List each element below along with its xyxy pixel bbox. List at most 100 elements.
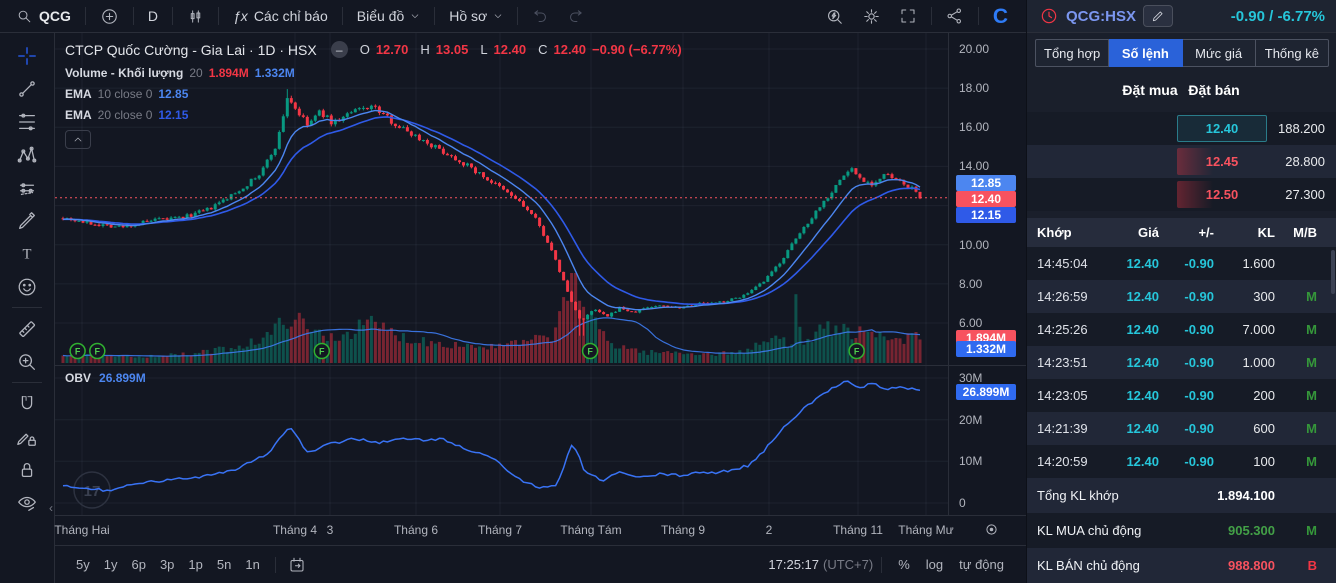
brush-tool-button[interactable] — [8, 204, 46, 237]
range-button-1n[interactable]: 1n — [245, 557, 260, 572]
trades-header-cell: Khớp — [1037, 225, 1072, 240]
tab-muc-gia[interactable]: Mức giá — [1182, 39, 1256, 67]
ask-price-cell[interactable]: 12.40 — [1177, 115, 1267, 142]
parallel-lines-icon — [19, 182, 35, 195]
trade-side: M — [1306, 421, 1317, 436]
event-flag[interactable]: F — [69, 342, 86, 360]
range-button-5n[interactable]: 5n — [216, 557, 232, 572]
trade-volume: 1.600 — [1242, 256, 1275, 271]
summary-value: 988.800 — [1228, 558, 1275, 573]
range-button-1y[interactable]: 1y — [103, 557, 118, 572]
go-to-date-button[interactable] — [284, 552, 310, 578]
toolbar-separator — [132, 7, 134, 25]
range-button-6p[interactable]: 6p — [131, 557, 146, 572]
ema20-legend-row[interactable]: EMA 20 close 0 12.15 — [65, 109, 682, 121]
panel-scrollbar[interactable] — [1331, 250, 1335, 294]
interval-button[interactable]: D — [140, 3, 166, 29]
text-tool-button[interactable]: T — [8, 237, 46, 270]
ask-price-cell[interactable]: 12.45 — [1177, 148, 1267, 175]
trade-volume: 100 — [1253, 454, 1275, 469]
range-button-1p[interactable]: 1p — [188, 557, 203, 572]
volume-legend-row[interactable]: Volume - Khối lượng 20 1.894M 1.332M — [65, 67, 682, 79]
panel-symbol[interactable]: QCG:HSX — [1066, 7, 1137, 25]
high-label: H — [420, 42, 430, 57]
trade-change: -0.90 — [1184, 454, 1214, 469]
obv-chart-canvas[interactable]: 17 — [55, 365, 948, 515]
share-icon — [947, 8, 961, 24]
pane-divider[interactable] — [55, 365, 1026, 366]
event-flag[interactable]: F — [581, 342, 599, 360]
ema10-value: 12.85 — [158, 87, 189, 101]
trade-change: -0.90 — [1184, 388, 1214, 403]
tab-thong-ke[interactable]: Thống kê — [1255, 39, 1329, 67]
compare-add-button[interactable] — [92, 3, 127, 29]
crosshair-tool-button[interactable] — [8, 39, 46, 72]
magnet-mode-button[interactable] — [8, 387, 46, 420]
fib-retracement-tool-button[interactable] — [8, 105, 46, 138]
quick-search-button[interactable] — [817, 3, 852, 29]
panel-header: QCG:HSX -0.90 / -6.77% — [1027, 0, 1336, 33]
undo-button[interactable] — [524, 3, 557, 29]
projection-tool-button[interactable] — [8, 171, 46, 204]
collapse-symbol-button[interactable]: – — [330, 41, 348, 58]
trade-price: 12.40 — [1126, 289, 1159, 304]
buy-column-header: Đặt mua — [1122, 82, 1178, 98]
trade-row: 14:45:04 12.40 -0.90 1.600 — [1027, 247, 1336, 280]
emoji-tool-button[interactable] — [8, 270, 46, 303]
legend-collapse-button[interactable] — [65, 130, 91, 149]
lock-all-drawings-button[interactable] — [8, 453, 46, 486]
log-scale-button[interactable]: log — [925, 557, 944, 572]
axis-settings-icon[interactable] — [983, 521, 1000, 538]
trend-line-tool-button[interactable] — [8, 72, 46, 105]
range-button-3p[interactable]: 3p — [159, 557, 175, 572]
event-flag[interactable]: F — [89, 342, 106, 360]
profile-menu-button[interactable]: Hồ sơ — [441, 3, 511, 29]
share-button[interactable] — [938, 3, 972, 29]
change-value: −0.90 (−6.77%) — [592, 42, 682, 57]
timezone-label[interactable]: (UTC+7) — [823, 557, 874, 572]
symbol-legend-row[interactable]: CTCP Quốc Cường - Gia Lai · 1D · HSX – O… — [65, 41, 682, 58]
tab-so-lenh[interactable]: Số lệnh — [1109, 39, 1183, 67]
auto-scale-button[interactable]: tự động — [959, 557, 1004, 572]
range-button-5y[interactable]: 5y — [76, 557, 90, 572]
toolbar-separator — [218, 7, 220, 25]
symbol-search-button[interactable]: QCG — [8, 3, 79, 29]
percent-scale-button[interactable]: % — [898, 557, 910, 572]
ask-price-cell[interactable]: 12.50 — [1177, 181, 1267, 208]
price-tick: 18.00 — [959, 81, 990, 95]
event-flag[interactable]: F — [313, 342, 331, 360]
toolbar-separator — [434, 7, 436, 25]
tab-tong-hop[interactable]: Tổng hợp — [1035, 39, 1110, 67]
ema20-label: EMA — [65, 108, 92, 122]
drawing-mode-lock-button[interactable] — [8, 420, 46, 453]
event-flag[interactable]: F — [848, 342, 865, 360]
price-label-obv: 26.899M — [956, 384, 1016, 400]
measure-tool-button[interactable] — [8, 312, 46, 345]
toolbar-separator — [341, 7, 343, 25]
edit-symbol-button[interactable] — [1143, 5, 1174, 27]
layout-menu-button[interactable]: Biểu đồ — [349, 3, 428, 29]
hide-drawings-button[interactable] — [8, 486, 46, 519]
left-toolbar-collapse-handle[interactable]: ‹ — [49, 501, 53, 515]
settings-button[interactable] — [854, 3, 889, 29]
zoom-in-tool-button[interactable] — [8, 345, 46, 378]
ema10-params: 10 close 0 — [97, 87, 153, 101]
indicators-button[interactable]: ƒx Các chỉ báo — [225, 3, 336, 29]
fullscreen-button[interactable] — [891, 3, 925, 29]
trade-volume: 7.000 — [1242, 322, 1275, 337]
ema10-legend-row[interactable]: EMA 10 close 0 12.85 — [65, 88, 682, 100]
chart-style-button[interactable] — [179, 3, 212, 29]
price-axis[interactable]: 20.00 18.00 16.00 14.00 10.00 8.00 6.00 12.85 12… — [948, 33, 1026, 515]
xabcd-pattern-tool-button[interactable] — [8, 138, 46, 171]
trades-header-cell: +/- — [1198, 225, 1214, 240]
time-axis[interactable]: Tháng Hai Tháng 4 3 Tháng 6 Tháng 7 Tháng Tám… — [54, 515, 1026, 545]
obv-legend-row[interactable]: OBV 26.899M — [65, 371, 146, 385]
trade-time: 14:23:05 — [1037, 388, 1088, 403]
obv-tick: 10M — [959, 454, 983, 468]
clock-time[interactable]: 17:25:17 — [768, 557, 820, 572]
trade-volume: 600 — [1253, 421, 1275, 436]
redo-button[interactable] — [559, 3, 592, 29]
time-label: Tháng 7 — [477, 523, 523, 537]
